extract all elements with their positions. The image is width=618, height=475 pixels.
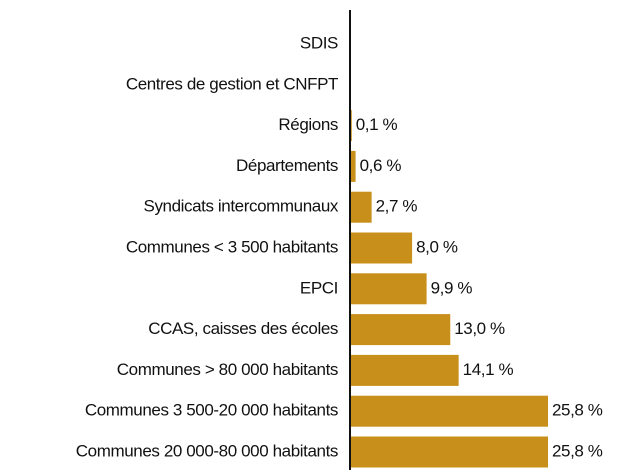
bar — [351, 395, 548, 427]
value-label: 0,1 % — [356, 115, 398, 134]
category-label: SDIS — [300, 33, 338, 52]
value-label: 2,7 % — [376, 197, 418, 216]
value-label: 14,1 % — [463, 360, 514, 379]
category-label: Syndicats intercommunaux — [144, 197, 339, 216]
bar — [351, 273, 427, 305]
value-label: 25,8 % — [552, 401, 603, 420]
value-label: 0,6 % — [360, 156, 402, 175]
value-label: 9,9 % — [431, 278, 473, 297]
category-label: Communes > 80 000 habitants — [117, 360, 338, 379]
bar — [351, 110, 352, 142]
bar — [351, 354, 459, 386]
category-label: CCAS, caisses des écoles — [148, 319, 338, 338]
bar — [351, 436, 548, 468]
bar — [351, 314, 451, 346]
category-label: Communes 3 500-20 000 habitants — [85, 401, 338, 420]
value-label: 25,8 % — [552, 441, 603, 460]
value-label: 8,0 % — [416, 237, 458, 256]
category-label: Régions — [278, 115, 338, 134]
category-label: Centres de gestion et CNFPT — [126, 74, 338, 93]
value-label: 13,0 % — [454, 319, 505, 338]
bar — [351, 232, 413, 264]
category-label: EPCI — [300, 278, 338, 297]
bar — [351, 191, 372, 223]
bar — [351, 150, 356, 182]
category-label: Communes 20 000-80 000 habitants — [76, 441, 338, 460]
category-label: Départements — [236, 156, 338, 175]
category-label: Communes < 3 500 habitants — [126, 237, 338, 256]
